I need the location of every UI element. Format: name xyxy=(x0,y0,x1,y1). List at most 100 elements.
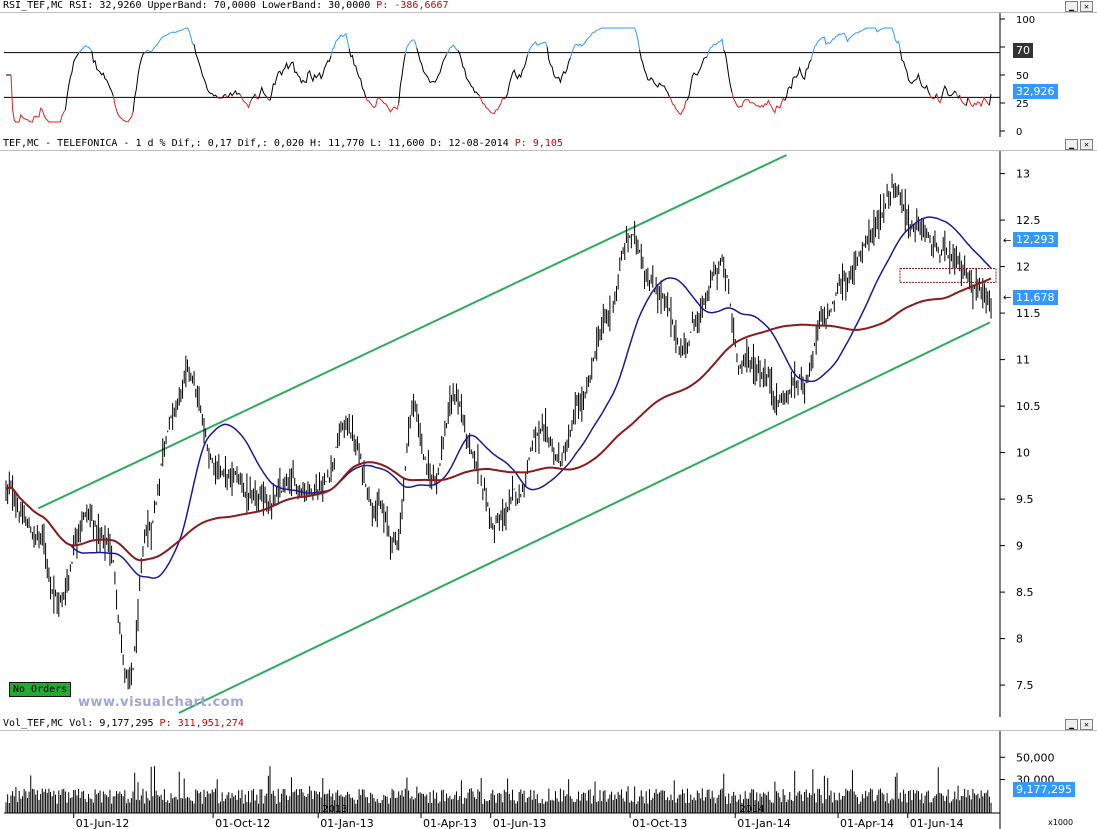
rsi-line xyxy=(239,94,253,109)
volume-header: Vol_TEF,MC Vol: 9,177,295 P: 311,951,274… xyxy=(0,718,1097,731)
rsi-upper-band-badge: 70 xyxy=(1013,43,1033,58)
rsi-line xyxy=(91,51,114,97)
minimize-icon[interactable]: ▁ xyxy=(1065,1,1078,12)
price-y-tick-label: 8.5 xyxy=(1016,586,1034,599)
rsi-line xyxy=(941,84,957,99)
rsi-line xyxy=(330,32,350,56)
ma-long-line xyxy=(5,277,992,562)
no-orders-label[interactable]: No Orders xyxy=(9,682,72,697)
minimize-icon[interactable]: ▁ xyxy=(1065,719,1078,730)
rsi-line xyxy=(216,96,223,99)
rsi-line xyxy=(731,92,786,114)
rsi-header: RSI_TEF,MC RSI: 32,9260 UpperBand: 70,00… xyxy=(0,0,1097,13)
price-header-text: TEF,MC - TELEFONICA - 1 d % Dif,: 0,17 D… xyxy=(3,138,509,149)
volume-header-p-label: P: xyxy=(159,718,172,729)
rsi-line xyxy=(723,49,733,93)
volume-y-tick-label: 50,000 xyxy=(1016,751,1055,764)
price-y-tick-label: 10 xyxy=(1016,447,1030,460)
rsi-line xyxy=(64,52,80,111)
rsi-line xyxy=(668,96,688,116)
close-icon[interactable]: ✕ xyxy=(1080,139,1093,150)
price-window-buttons: ▁ ✕ xyxy=(1063,139,1093,150)
channel-lower-line xyxy=(178,321,991,714)
close-icon[interactable]: ✕ xyxy=(1080,1,1093,12)
rsi-line xyxy=(967,96,990,108)
rsi-line xyxy=(546,46,571,84)
x-tick-label: 01-Jun-14 xyxy=(910,817,964,829)
rsi-line xyxy=(416,48,447,84)
rsi-line xyxy=(132,52,145,112)
rsi-window-buttons: ▁ ✕ xyxy=(1063,1,1093,12)
rsi-line xyxy=(955,92,959,99)
rsi-line xyxy=(404,39,418,54)
year-marker: 2013 xyxy=(322,804,347,815)
price-chart[interactable]: 13 12.5 12 11.5 11 10.5 10 9.5 9 8.5 8 7.5 ← ← xyxy=(0,151,1097,717)
rsi-line xyxy=(254,93,259,100)
price-panel: TEF,MC - TELEFONICA - 1 d % Dif,: 0,17 D… xyxy=(0,138,1097,717)
rsi-line xyxy=(810,27,901,61)
rsi-line xyxy=(965,97,969,106)
rsi-line xyxy=(221,93,226,99)
rsi-y-tick-label: 25 xyxy=(1016,99,1029,110)
ma-long-badge: 11,678 xyxy=(1013,290,1058,305)
volume-header-text: Vol_TEF,MC Vol: 9,177,295 xyxy=(3,718,154,729)
rsi-chart[interactable]: 1007550250 xyxy=(0,13,1097,138)
rsi-header-p-value: -386,6667 xyxy=(394,0,449,11)
x-tick-label: 01-Jan-14 xyxy=(737,817,791,829)
watermark: www.visualchart.com xyxy=(78,695,245,710)
minimize-icon[interactable]: ▁ xyxy=(1065,139,1078,150)
price-y-tick-label: 9.5 xyxy=(1016,493,1034,506)
rsi-line xyxy=(225,93,228,99)
ma-short-badge: 12,293 xyxy=(1013,232,1058,247)
price-header-p-value: 9,105 xyxy=(532,138,563,149)
ma-short-line xyxy=(5,216,992,579)
price-y-tick-label: 9 xyxy=(1016,540,1023,553)
price-y-tick-label: 8 xyxy=(1016,633,1023,646)
rsi-line xyxy=(193,44,218,98)
rsi-line xyxy=(258,85,268,99)
rsi-line xyxy=(266,96,271,101)
price-y-tick-label: 11.5 xyxy=(1016,307,1041,320)
price-y-tick-label: 13 xyxy=(1016,168,1030,181)
x-tick-label: 01-Jun-12 xyxy=(76,817,130,829)
rsi-line xyxy=(78,45,93,54)
rsi-line xyxy=(479,95,507,115)
rsi-line xyxy=(269,55,332,101)
rsi-line xyxy=(365,96,400,113)
x-tick-label: 01-Apr-13 xyxy=(423,817,477,829)
price-header: TEF,MC - TELEFONICA - 1 d % Dif,: 0,17 D… xyxy=(0,138,1097,151)
price-y-tick-label: 12.5 xyxy=(1016,214,1041,227)
rsi-line xyxy=(959,94,967,107)
price-y-tick-label: 11 xyxy=(1016,354,1030,367)
price-y-tick-label: 12 xyxy=(1016,261,1030,274)
rsi-y-tick-label: 50 xyxy=(1016,71,1029,82)
rsi-line xyxy=(112,96,134,123)
price-header-p-label: P: xyxy=(514,138,527,149)
rsi-line xyxy=(929,94,936,100)
year-marker: 2014 xyxy=(739,804,764,815)
ma-short-pointer-icon: ← xyxy=(1003,235,1011,246)
rsi-line xyxy=(569,27,641,59)
rsi-line xyxy=(398,53,406,104)
rsi-line xyxy=(936,93,942,104)
price-y-tick-label: 10.5 xyxy=(1016,400,1041,413)
rsi-line xyxy=(639,49,670,97)
rsi-line xyxy=(144,27,195,54)
volume-panel: Vol_TEF,MC Vol: 9,177,295 P: 311,951,274… xyxy=(0,718,1097,829)
rsi-line xyxy=(899,50,931,96)
rsi-panel: RSI_TEF,MC RSI: 32,9260 UpperBand: 70,00… xyxy=(0,0,1097,138)
close-icon[interactable]: ✕ xyxy=(1080,719,1093,730)
x-tick-label: 01-Apr-14 xyxy=(840,817,894,829)
volume-multiplier: x1000 xyxy=(1048,818,1073,827)
rsi-line xyxy=(226,89,241,99)
rsi-line xyxy=(10,74,66,123)
rsi-line xyxy=(686,56,708,101)
rsi-line xyxy=(251,93,256,100)
volume-header-p-value: 311,951,274 xyxy=(177,718,244,729)
x-tick-label: 01-Jun-13 xyxy=(493,817,547,829)
x-tick-label: 01-Oct-13 xyxy=(632,817,687,829)
volume-window-buttons: ▁ ✕ xyxy=(1063,719,1093,730)
rsi-line xyxy=(457,50,480,96)
rsi-line xyxy=(988,94,992,106)
